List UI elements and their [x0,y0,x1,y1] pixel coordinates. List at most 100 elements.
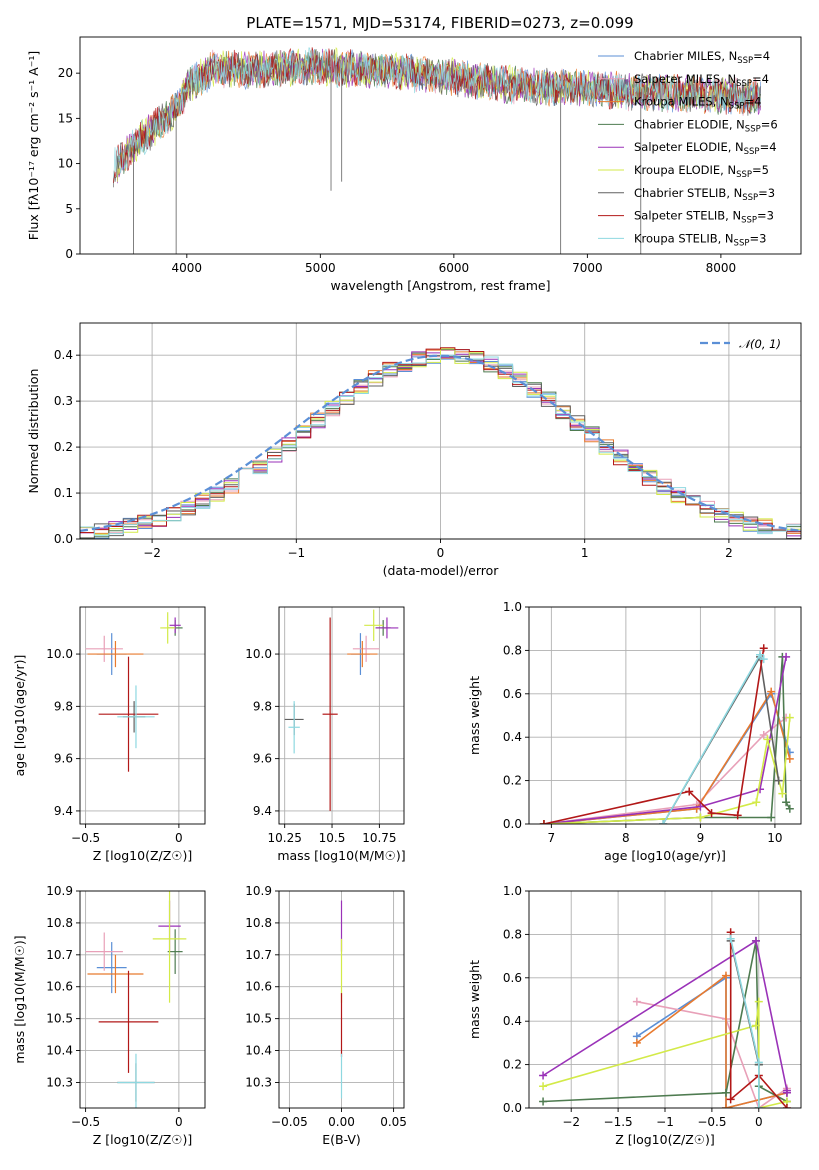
mass-weight-vs-age-frame [528,606,802,825]
x-tick-label: 0 [755,1115,763,1129]
spectrum-kroupa_stelib-line [113,47,762,179]
marker-salpeter_elodie [751,936,760,945]
x-tick-label: 7000 [572,261,603,275]
spectrum-ylabel: Flux [fλ10⁻¹⁷ erg cm⁻² s⁻¹ A⁻¹] [26,51,41,240]
marker-salpeter_stelib [733,811,742,820]
y-tick-label: 0.4 [503,730,522,744]
x-tick-label: 6000 [439,261,470,275]
y-tick-label: 10.8 [46,916,73,930]
marker-salpeter_stelib [726,1095,735,1104]
marker-kroupa_miles [767,687,776,696]
spectrum-xlabel: wavelength [Angstrom, rest frame] [330,278,550,293]
legend-label: Kroupa MILES, NSSP=4 [634,95,761,112]
legend-label: Chabrier STELIB, NSSP=3 [634,186,775,203]
marker-chabrier_elodie [721,1088,730,1097]
marker-salpeter_stelib [759,644,768,653]
y-tick-label: 0.0 [503,1101,522,1115]
y-tick-label: 10.7 [46,948,73,962]
legend-label: Salpeter ELODIE, NSSP=4 [634,140,777,157]
marker-kroupa_elodie [754,997,763,1006]
residuals-axes: −2 −1 0 1 2 0.0 0.1 0.2 0.3 0.4 (data-model)/error… [26,323,801,578]
y-tick-label: 10.4 [46,1044,73,1058]
errorbar-kroupa_miles [87,954,144,994]
marker-kroupa_stelib [759,655,768,664]
marker-kroupa_miles [632,1038,641,1047]
errorbar-kroupa_stelib [117,1053,155,1108]
marker-kroupa_elodie [785,713,794,722]
errorbar-salpeter_elodie [169,617,181,634]
series-salpeter_miles [543,717,787,824]
series-kroupa_stelib [729,938,760,1108]
y-tick-label: 0.6 [503,687,522,701]
y-tick-label: 0 [65,247,73,261]
x-tick-label: 10.5 [319,831,346,845]
mass-vs-Z-axes: −0.5 0 10.3 10.4 10.5 10.6 10.7 10.8 10.9 Z [log1… [12,884,205,1147]
y-tick-label: 10.3 [245,1075,272,1089]
x-tick-label: 7 [548,831,556,845]
x-tick-label: −0.5 [71,831,100,845]
marker-kroupa_miles [721,1104,730,1108]
y-tick-label: 10.0 [46,647,73,661]
residuals-ylabel: Normed distribution [26,369,41,494]
errorbar-salpeter_elodie [375,617,399,639]
x-tick-label: 0.05 [380,1115,407,1129]
age-vs-Z-xlabel: Z [log10(Z/Z☉)] [93,848,193,863]
y-tick-label: 10.6 [245,980,272,994]
errorbar-chabrier_elodie [167,929,183,974]
marker-salpeter_elodie [756,785,765,794]
y-tick-label: 10.5 [245,1012,272,1026]
spectrum-chabrier_elodie-line [117,50,762,180]
series-kroupa_miles [543,689,791,824]
residuals-frame [79,322,802,540]
series-chabrier_stelib [729,940,760,1108]
mass-weight-vs-age-lines [539,644,794,824]
x-tick-label: 8 [622,831,630,845]
marker-kroupa_miles [721,971,730,980]
residuals-xlabel: (data-model)/error [383,563,500,578]
y-tick-label: 0.0 [54,532,73,546]
y-tick-label: 0.3 [54,394,73,408]
marker-salpeter_miles [632,997,641,1006]
mass-vs-Z-frame [79,890,206,1109]
mass-vs-Z-grid [80,890,205,1108]
mass-weight-vs-age-ylabel: mass weight [467,676,482,755]
marker-kroupa_elodie [752,798,761,807]
marker-kroupa_stelib [754,1058,763,1067]
errorbar-salpeter_miles [85,635,123,662]
legend-label: Chabrier MILES, NSSP=4 [634,49,770,66]
mass-vs-Z-xlabel: Z [log10(Z/Z☉)] [93,1132,193,1147]
y-tick-label: 10.7 [245,948,272,962]
series-chabrier_stelib [662,654,780,824]
mass-vs-ebv-frame [278,890,405,1109]
marker-kroupa_elodie [696,813,705,822]
marker-chabrier_elodie [782,798,791,807]
marker-salpeter_stelib [539,820,548,824]
y-tick-label: 1.0 [503,884,522,898]
marker-salpeter_elodie [782,652,791,661]
errorbar-salpeter_miles [85,932,123,971]
errorbar-kroupa_elodie [160,612,176,644]
marker-kroupa_miles [785,754,794,763]
mass-weight-vs-Z-frame [528,890,802,1109]
age-vs-mass-axes: 10.25 10.5 10.75 9.4 9.6 9.8 10.0 mass [log10(M… [245,607,406,863]
age-vs-Z-ylabel: age [log10(age/yr)] [12,655,27,777]
mass-weight-vs-Z-xlabel: Z [log10(Z/Z☉)] [615,1132,715,1147]
y-tick-label: 9.8 [253,699,272,713]
x-tick-label: 10.75 [362,831,396,845]
mass-vs-Z-ylabel: mass [log10(M/M☉)] [12,935,27,1063]
marker-salpeter_stelib [782,1104,791,1108]
y-tick-label: 10.8 [245,916,272,930]
errorbar-kroupa_elodie [152,891,187,1003]
x-tick-label: 1 [581,546,589,560]
mass-vs-ebv-xlabel: E(B-V) [322,1132,361,1147]
x-tick-label: 9 [697,831,705,845]
marker-salpeter_elodie [782,1088,791,1097]
x-tick-label: 0 [175,831,183,845]
marker-salpeter_elodie [539,1071,548,1080]
age-vs-Z-frame [79,606,206,825]
legend-label: Salpeter STELIB, NSSP=3 [634,209,774,226]
x-tick-label: 10 [767,831,782,845]
legend-label: Kroupa STELIB, NSSP=3 [634,231,766,248]
marker-salpeter_miles [759,731,768,740]
x-tick-label: −0.5 [71,1115,100,1129]
